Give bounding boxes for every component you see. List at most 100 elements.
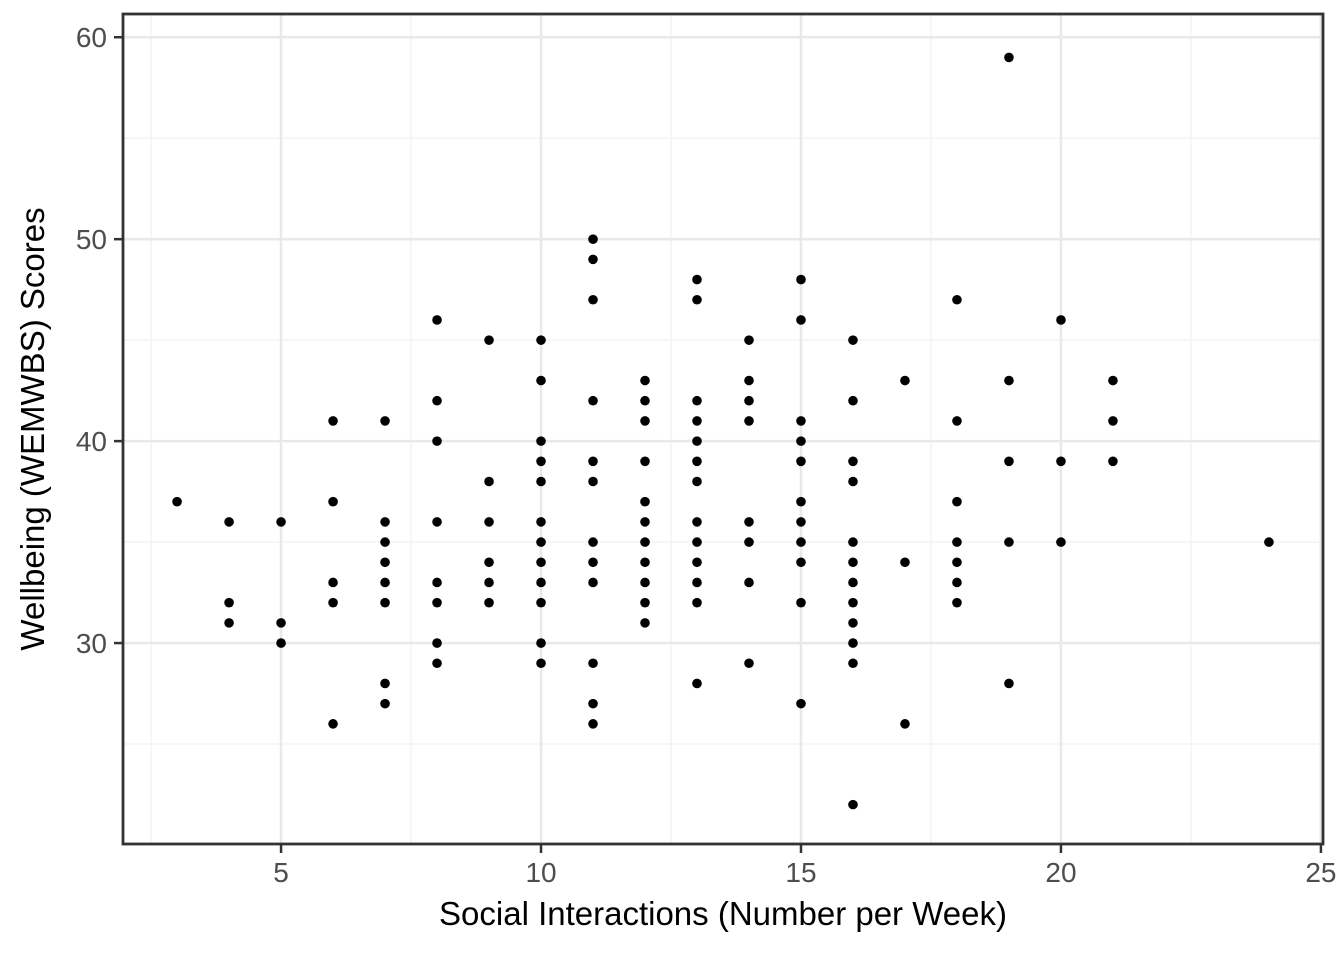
data-point xyxy=(588,254,598,265)
data-point xyxy=(952,557,962,568)
data-point xyxy=(536,638,546,648)
data-point xyxy=(380,416,390,426)
data-point xyxy=(640,537,650,547)
data-point xyxy=(640,395,650,406)
data-point xyxy=(224,597,234,608)
data-point xyxy=(900,557,910,568)
x-tick-labels: 5 10 15 20 25 xyxy=(273,857,1336,888)
data-point xyxy=(692,274,702,285)
y-axis-title: Wellbeing (WEMWBS) Scores xyxy=(14,207,51,650)
data-point xyxy=(484,517,494,527)
data-point xyxy=(1056,315,1066,325)
data-point xyxy=(848,799,858,810)
data-point xyxy=(484,577,494,588)
data-point xyxy=(744,577,754,588)
data-point xyxy=(796,315,806,325)
data-point xyxy=(1108,375,1118,386)
data-point xyxy=(692,456,702,467)
data-point xyxy=(328,597,338,608)
data-point xyxy=(588,395,598,406)
data-point xyxy=(796,456,806,467)
data-point xyxy=(692,416,702,426)
data-point xyxy=(640,597,650,608)
data-point xyxy=(796,517,806,527)
data-point xyxy=(588,294,598,305)
data-point xyxy=(640,416,650,426)
data-point xyxy=(1056,537,1066,547)
gridlines-minor xyxy=(123,14,1323,844)
data-point xyxy=(640,496,650,507)
data-point xyxy=(328,577,338,588)
data-point xyxy=(588,577,598,588)
data-point xyxy=(380,517,390,527)
data-point xyxy=(432,577,442,588)
data-point xyxy=(432,436,442,446)
data-point xyxy=(432,638,442,648)
data-point xyxy=(640,375,650,386)
data-point xyxy=(1264,537,1274,547)
data-point xyxy=(692,395,702,406)
y-tick-label: 60 xyxy=(76,22,107,53)
data-point xyxy=(848,557,858,568)
data-point xyxy=(848,638,858,648)
data-point xyxy=(744,658,754,669)
data-point xyxy=(848,618,858,628)
data-point xyxy=(744,335,754,345)
data-point xyxy=(536,577,546,588)
data-point xyxy=(432,315,442,325)
data-point xyxy=(1108,456,1118,467)
data-point xyxy=(692,476,702,487)
data-point xyxy=(588,719,598,729)
axis-ticks xyxy=(114,35,1323,853)
data-point xyxy=(640,618,650,628)
data-point xyxy=(692,436,702,446)
data-point xyxy=(952,496,962,507)
data-point xyxy=(328,416,338,426)
data-point xyxy=(848,476,858,487)
x-tick-label: 25 xyxy=(1305,857,1336,888)
y-tick-labels: 30 40 50 60 xyxy=(76,22,107,659)
data-point xyxy=(588,537,598,547)
data-point xyxy=(588,658,598,669)
data-point xyxy=(536,557,546,568)
data-point xyxy=(536,658,546,669)
data-point xyxy=(640,557,650,568)
data-point xyxy=(952,537,962,547)
data-point xyxy=(588,234,598,244)
data-point xyxy=(848,658,858,669)
data-point xyxy=(536,436,546,446)
data-point xyxy=(588,476,598,487)
data-point xyxy=(744,537,754,547)
data-point xyxy=(744,416,754,426)
gridlines-major xyxy=(123,14,1323,844)
data-point xyxy=(796,557,806,568)
data-point xyxy=(1004,52,1014,63)
data-point xyxy=(588,698,598,709)
data-point xyxy=(1004,375,1014,386)
data-point xyxy=(224,618,234,628)
data-point xyxy=(484,335,494,345)
data-point xyxy=(432,395,442,406)
data-point xyxy=(744,517,754,527)
data-point xyxy=(692,517,702,527)
data-point xyxy=(1004,678,1014,689)
data-point xyxy=(848,597,858,608)
data-point xyxy=(536,537,546,547)
data-point xyxy=(796,597,806,608)
data-point xyxy=(484,597,494,608)
data-point xyxy=(952,577,962,588)
data-point xyxy=(172,496,182,507)
data-point xyxy=(692,597,702,608)
data-point xyxy=(796,698,806,709)
data-point xyxy=(1004,537,1014,547)
data-point xyxy=(380,537,390,547)
data-point xyxy=(380,698,390,709)
data-point xyxy=(796,416,806,426)
data-point xyxy=(640,517,650,527)
data-point xyxy=(588,557,598,568)
data-point xyxy=(1056,456,1066,467)
data-point xyxy=(952,597,962,608)
data-point xyxy=(588,456,598,467)
x-axis-title: Social Interactions (Number per Week) xyxy=(439,895,1007,932)
data-point xyxy=(1004,456,1014,467)
